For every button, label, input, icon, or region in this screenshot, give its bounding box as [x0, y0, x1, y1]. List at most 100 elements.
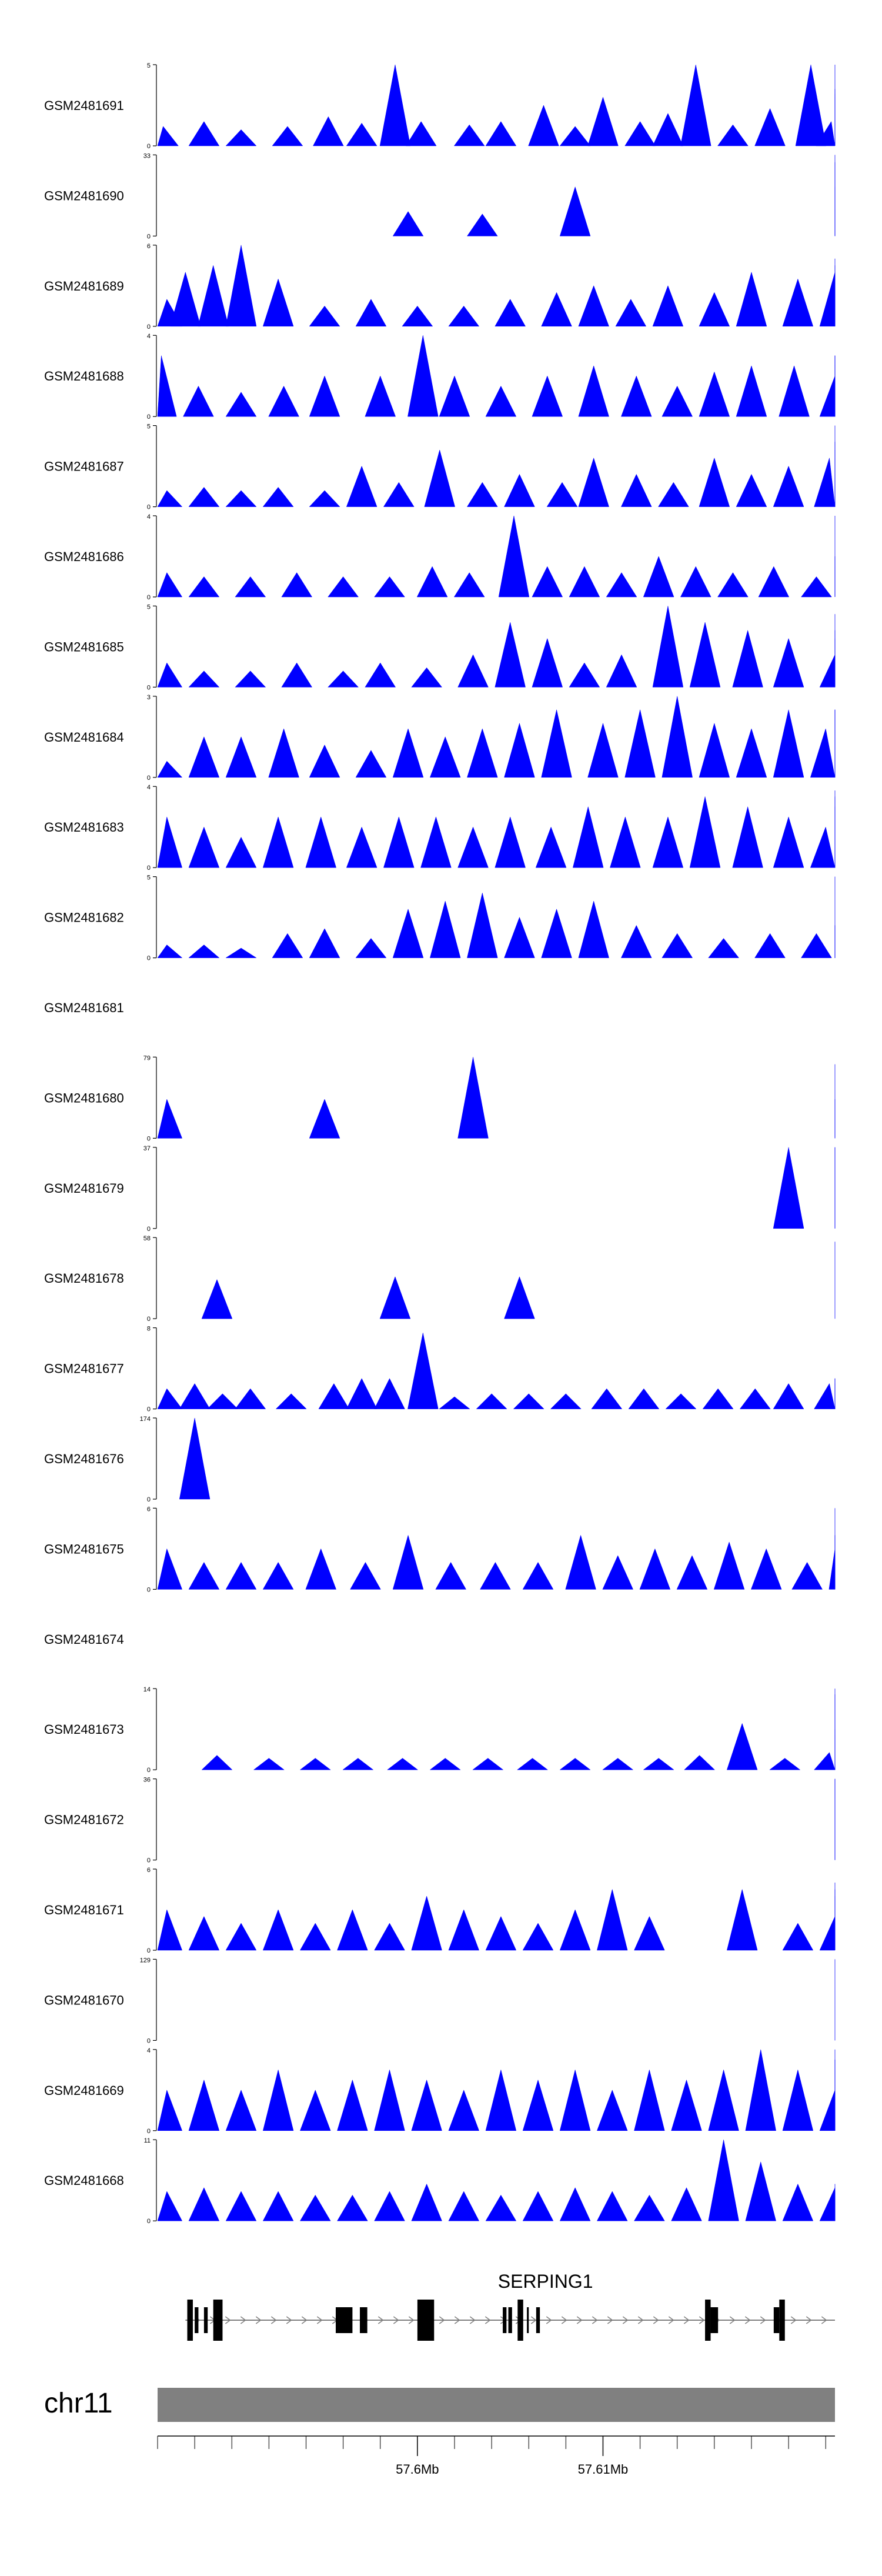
signal-peak	[504, 722, 535, 778]
signal-peak	[816, 121, 836, 146]
signal-peak	[157, 490, 183, 507]
signal-peak	[606, 654, 637, 688]
signal-peak	[726, 1723, 758, 1770]
track-label: GSM2481679	[44, 1181, 124, 1196]
signal-peak	[689, 796, 721, 868]
signal-peak	[374, 2070, 405, 2131]
signal-peak	[708, 938, 740, 958]
track-GSM2481687: GSM2481687 5 0	[44, 423, 836, 511]
gene-exon	[773, 2307, 780, 2333]
signal-peak	[634, 2194, 665, 2221]
signal-peak	[262, 2070, 294, 2131]
gene-exon	[705, 2300, 711, 2341]
signal-peak	[578, 285, 609, 327]
signal-peak	[485, 2070, 517, 2131]
signal-peak	[300, 2090, 331, 2131]
signal-peak	[658, 482, 689, 507]
signal-peak	[318, 1383, 350, 1409]
track-label: GSM2481683	[44, 820, 124, 835]
gene-exon	[187, 2300, 193, 2341]
signal-peak	[188, 121, 220, 146]
track-GSM2481676: GSM2481676 174 0	[44, 1416, 211, 1503]
signal-peak	[559, 1758, 591, 1770]
gene-exon	[508, 2307, 512, 2333]
signal-peak	[337, 2079, 368, 2131]
track-GSM2481668: GSM2481668 11 0	[44, 2137, 836, 2225]
gene-exon	[417, 2300, 435, 2341]
signal-peak	[424, 449, 455, 507]
signal-peak	[157, 1099, 183, 1139]
track-GSM2481681: GSM2481681	[44, 1000, 124, 1015]
track-label: GSM2481691	[44, 98, 124, 113]
track-label: GSM2481678	[44, 1271, 124, 1286]
signal-peak	[621, 473, 652, 507]
track-GSM2481671: GSM2481671 6 0	[44, 1867, 836, 1954]
y-axis-max-label: 4	[147, 2047, 151, 2054]
signal-peak	[680, 566, 711, 598]
signal-peak	[407, 335, 439, 417]
signal-peak	[225, 245, 257, 327]
track-GSM2481677: GSM2481677 8 0	[44, 1326, 836, 1413]
signal-peak	[485, 385, 517, 417]
signal-peak	[662, 933, 693, 958]
signal-peak	[179, 1417, 211, 1500]
signal-peak	[643, 1758, 674, 1770]
signal-peak	[773, 709, 804, 778]
signal-peak	[374, 576, 405, 598]
signal-peak	[596, 2191, 628, 2221]
signal-peak	[814, 458, 836, 507]
signal-peak	[235, 670, 266, 688]
signal-peak	[480, 1561, 511, 1590]
signal-peak	[565, 1534, 596, 1590]
y-axis-zero-label: 0	[147, 1586, 151, 1593]
signal-peak	[411, 2183, 442, 2221]
signal-peak	[665, 1393, 697, 1409]
signal-peak	[578, 457, 609, 507]
signal-peak	[453, 572, 485, 598]
signal-peak	[188, 736, 220, 778]
signal-peak	[699, 722, 730, 778]
signal-peak	[624, 709, 656, 778]
signal-peak	[157, 1909, 183, 1951]
track-label: GSM2481673	[44, 1722, 124, 1737]
signal-peak	[699, 292, 730, 327]
signal-peak	[188, 945, 220, 958]
signal-peak	[188, 487, 220, 507]
signal-peak	[634, 2070, 665, 2131]
signal-peak	[188, 2079, 220, 2131]
signal-peak	[337, 1909, 368, 1951]
signal-peak	[652, 606, 684, 688]
track-label: GSM2481684	[44, 730, 124, 745]
strand-arrow	[255, 2316, 262, 2324]
signal-peak	[597, 1889, 628, 1951]
signal-peak	[374, 1378, 405, 1409]
y-axis-zero-label: 0	[147, 1406, 151, 1413]
signal-peak	[262, 487, 294, 507]
signal-peak	[392, 1534, 424, 1590]
signal-peak	[188, 670, 220, 688]
gene-exon	[710, 2307, 719, 2333]
signal-peak	[782, 2183, 814, 2221]
signal-peak	[732, 806, 763, 868]
strand-arrow	[622, 2316, 629, 2324]
signal-peak	[268, 728, 299, 778]
signal-peak	[157, 816, 182, 868]
y-axis-zero-label: 0	[147, 2218, 151, 2225]
y-axis-zero-label: 0	[147, 865, 151, 872]
strand-arrow	[301, 2316, 308, 2324]
signal-peak	[346, 465, 377, 507]
strand-arrow	[530, 2316, 537, 2324]
strand-arrow	[316, 2316, 323, 2324]
signal-peak	[309, 490, 340, 507]
strand-arrow	[408, 2316, 415, 2324]
gene-name-label: SERPING1	[498, 2271, 593, 2292]
signal-peak	[235, 576, 266, 598]
y-axis-max-label: 6	[147, 243, 151, 250]
signal-peak	[702, 1388, 734, 1409]
track-GSM2481689: GSM2481689 6 0	[44, 243, 836, 331]
signal-peak	[448, 2191, 480, 2221]
signal-peak	[272, 126, 303, 146]
signal-peak	[435, 1561, 466, 1590]
signal-peak	[662, 385, 693, 417]
strand-arrow	[286, 2316, 292, 2324]
